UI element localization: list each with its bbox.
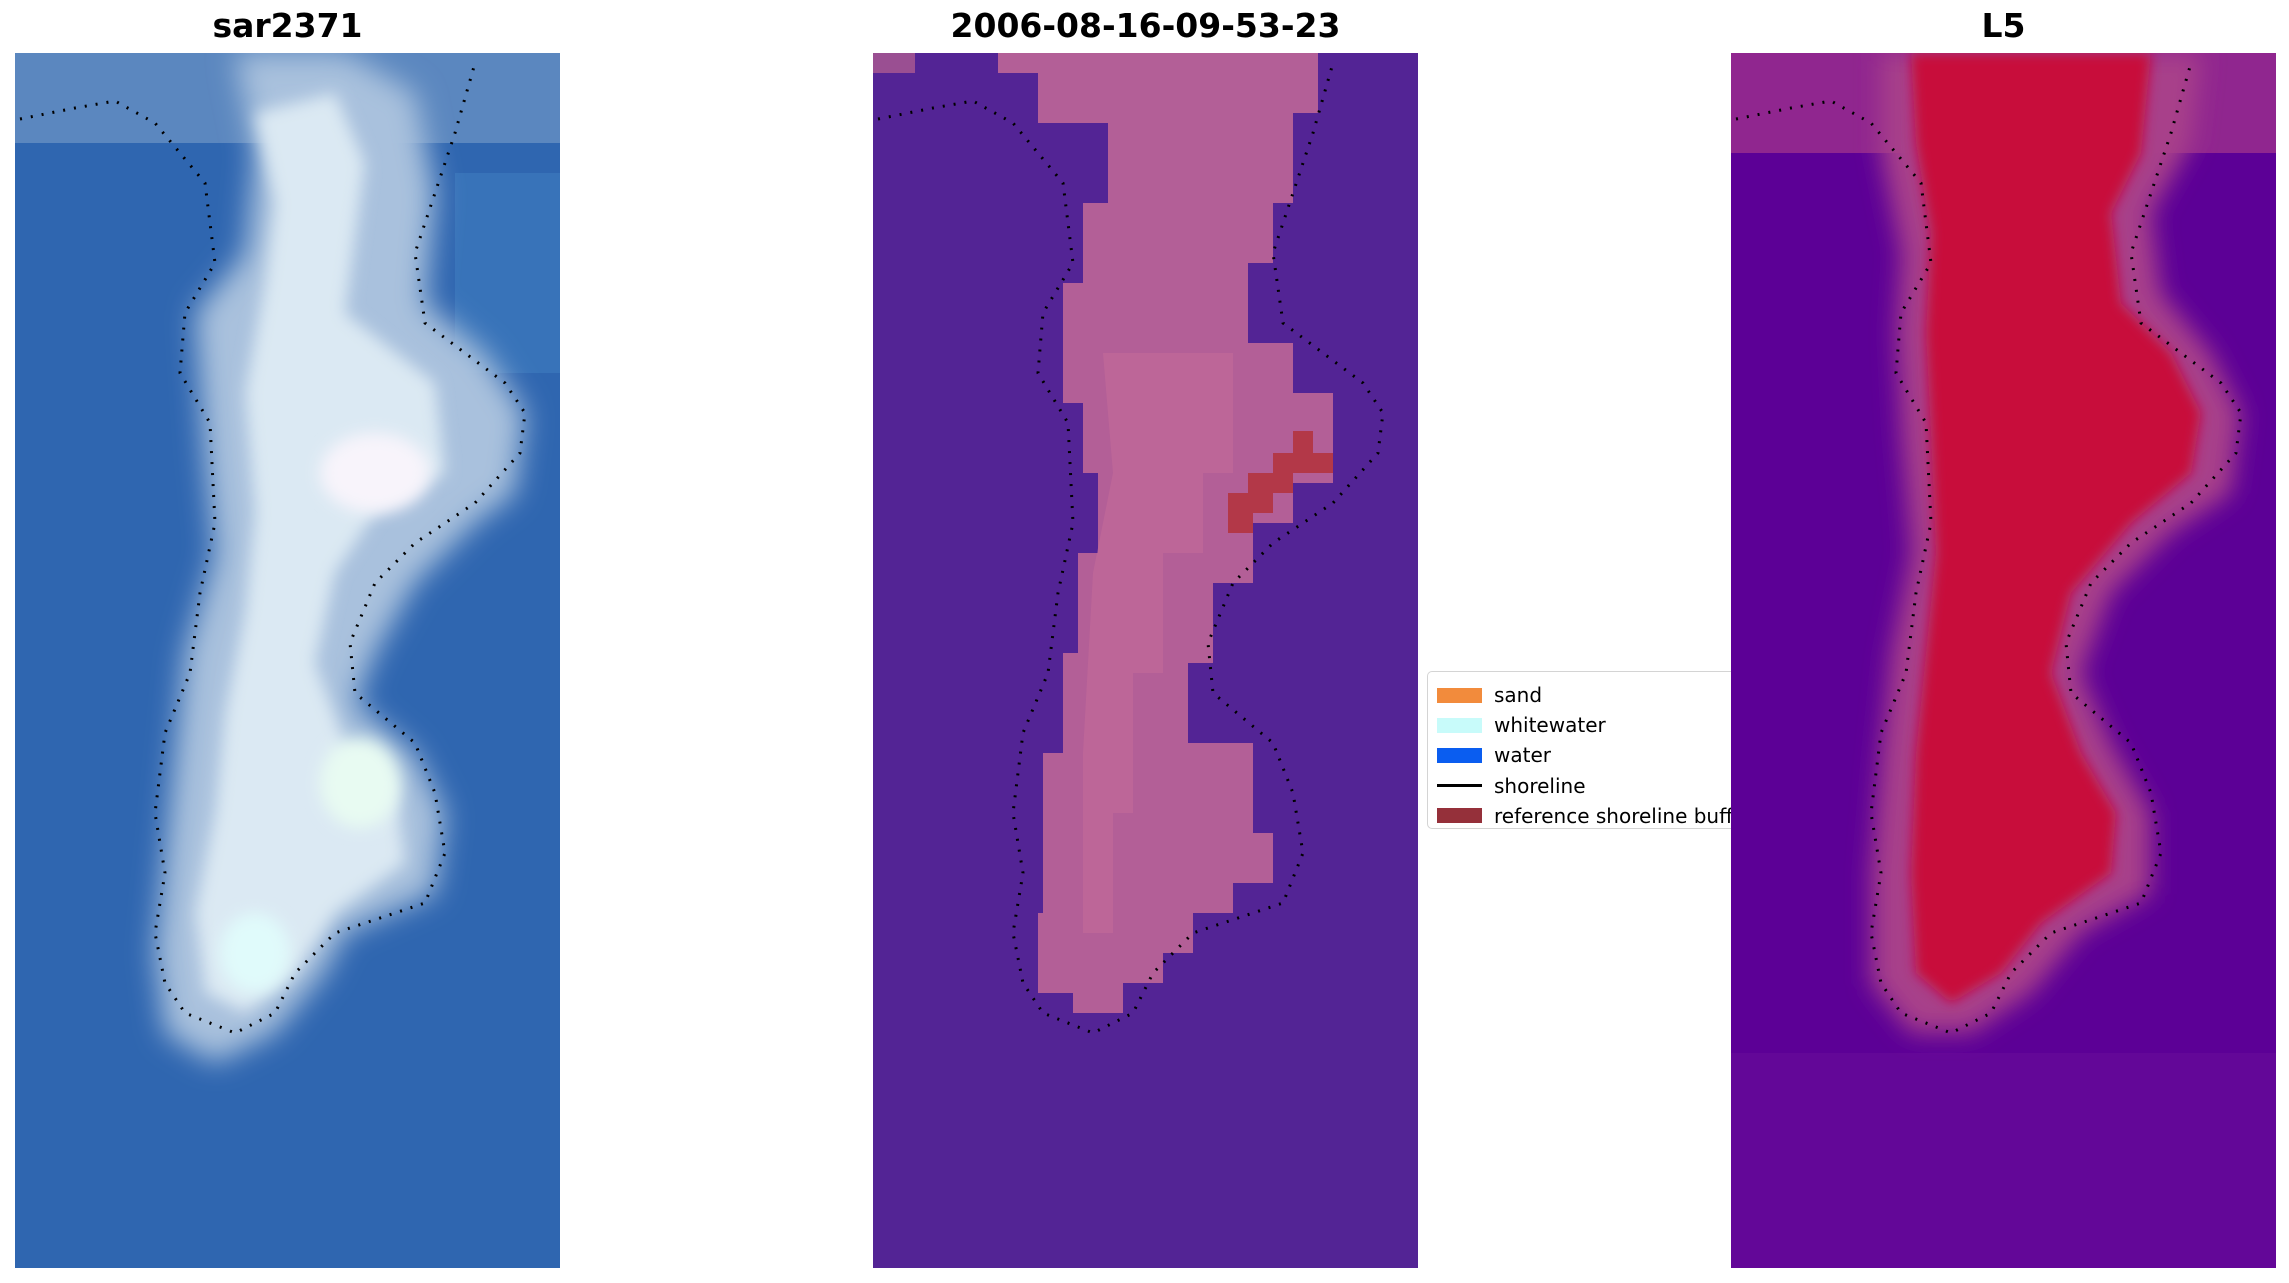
- classification-image: [873, 53, 1418, 1268]
- legend-label-shoreline: shoreline: [1494, 773, 1586, 798]
- legend-line-shoreline: [1437, 784, 1482, 788]
- rgb-image-panel: [15, 53, 560, 1268]
- legend-swatch-sand: [1437, 687, 1482, 703]
- legend-label-water: water: [1494, 743, 1551, 768]
- legend-item-sand: sand: [1428, 680, 1737, 710]
- legend-item-reference-shoreline-buffer: reference shoreline buffer: [1428, 801, 1753, 831]
- legend-swatch-whitewater: [1437, 717, 1482, 733]
- legend-item-shoreline: shoreline: [1428, 771, 1737, 801]
- panel-title-rgb: sar2371: [212, 6, 363, 45]
- legend-label-reference-shoreline-buffer: reference shoreline buffer: [1494, 803, 1754, 828]
- legend-swatch-water: [1437, 747, 1482, 763]
- legend-item-whitewater: whitewater: [1428, 710, 1737, 740]
- l5-panel: [1731, 53, 2276, 1268]
- legend-label-sand: sand: [1494, 683, 1543, 708]
- panel-title-classification: 2006-08-16-09-53-23: [950, 6, 1341, 45]
- legend-label-whitewater: whitewater: [1494, 713, 1606, 738]
- rgb-image: [15, 53, 560, 1268]
- panel-title-l5: L5: [1981, 6, 2026, 45]
- legend-swatch-reference-buffer: [1437, 808, 1482, 824]
- legend-item-water: water: [1428, 740, 1737, 770]
- legend: sand whitewater water shoreline referenc…: [1427, 671, 1753, 831]
- classification-panel: [873, 53, 1418, 1268]
- l5-image: [1731, 53, 2276, 1268]
